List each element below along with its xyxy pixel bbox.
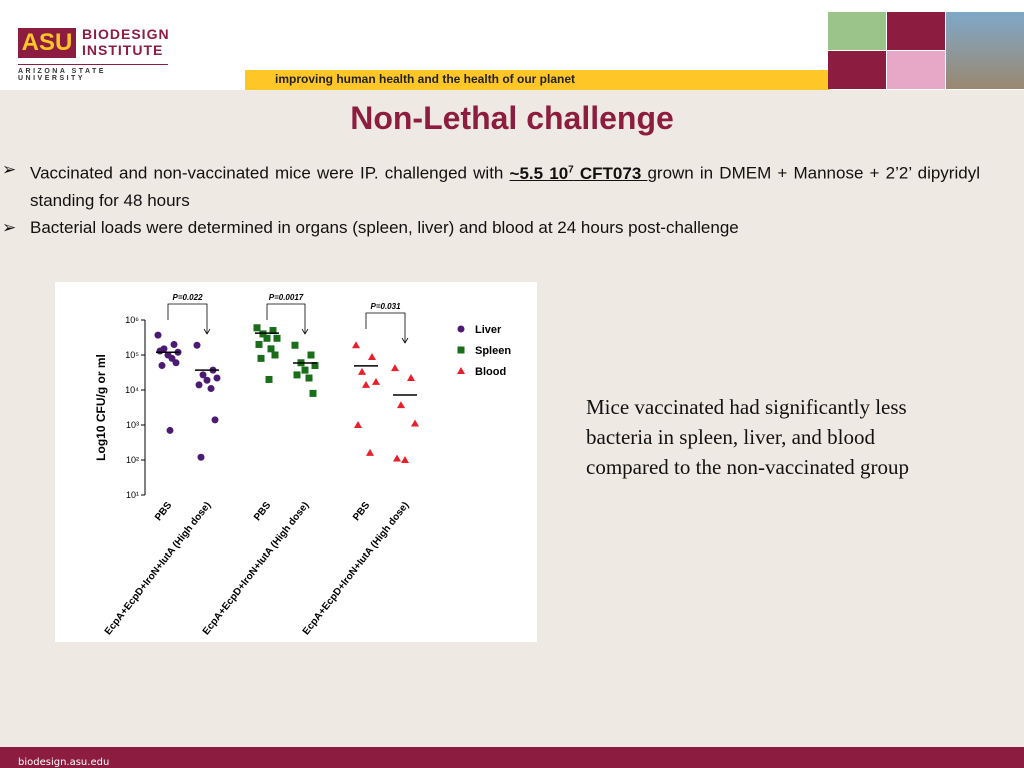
legend-label: Spleen bbox=[475, 345, 511, 357]
data-point bbox=[273, 334, 281, 342]
data-point bbox=[401, 456, 409, 463]
data-point bbox=[457, 367, 465, 374]
logo: ASU bbox=[18, 28, 76, 58]
y-axis-label: Log10 CFU/g or ml bbox=[94, 354, 108, 461]
data-point bbox=[411, 419, 419, 427]
legend-label: Liver bbox=[475, 324, 502, 336]
data-point bbox=[211, 416, 219, 424]
bullet: Bacterial loads were determined in organ… bbox=[0, 214, 980, 241]
data-point bbox=[253, 324, 261, 332]
data-point bbox=[291, 341, 299, 349]
data-point bbox=[207, 385, 215, 393]
arrow-head bbox=[401, 337, 409, 344]
header: ASU BIODESIGN INSTITUTE ARIZONA STATE UN… bbox=[0, 0, 1024, 90]
data-point bbox=[170, 340, 178, 348]
data-point bbox=[309, 389, 317, 397]
text: grown in DMEM + Mannose + 2’2’ dipyridyl… bbox=[30, 163, 980, 210]
tagline-bar bbox=[245, 70, 830, 90]
data-point bbox=[407, 374, 415, 382]
data-point bbox=[263, 334, 271, 342]
data-point bbox=[362, 380, 370, 388]
text: CFT073 bbox=[573, 163, 648, 183]
x-tick-label: PBS bbox=[252, 500, 274, 523]
university: ARIZONA STATE UNIVERSITY bbox=[18, 64, 168, 82]
photo bbox=[828, 12, 886, 50]
footer-text: biodesign.asu.edu bbox=[18, 757, 110, 768]
tagline: improving human health and the health of… bbox=[275, 72, 576, 86]
bracket bbox=[266, 303, 306, 334]
bullets: Vaccinated and non-vaccinated mice were … bbox=[0, 156, 980, 241]
title: Non-Lethal challenge bbox=[350, 100, 674, 136]
data-point bbox=[393, 454, 401, 462]
data-point bbox=[203, 376, 211, 384]
footer: biodesign.asu.edu bbox=[0, 747, 1024, 768]
data-point bbox=[158, 362, 166, 370]
data-point bbox=[311, 362, 319, 370]
data-point bbox=[269, 327, 277, 335]
data-point bbox=[368, 352, 376, 360]
y-tick-label: 10⁵ bbox=[125, 350, 139, 360]
text: ~5.5 10 bbox=[509, 163, 569, 183]
p-value: P=0.031 bbox=[370, 302, 401, 311]
data-point bbox=[265, 375, 273, 383]
data-point bbox=[358, 367, 366, 375]
data-point bbox=[372, 377, 380, 385]
data-point bbox=[257, 354, 265, 362]
data-point bbox=[199, 371, 207, 379]
arrow-head bbox=[203, 328, 211, 335]
data-point bbox=[172, 359, 180, 367]
photo bbox=[828, 51, 886, 89]
data-point bbox=[193, 341, 201, 349]
data-point bbox=[352, 341, 360, 349]
p-value: P=0.022 bbox=[172, 293, 203, 302]
photo bbox=[946, 12, 1024, 89]
bracket bbox=[365, 312, 406, 343]
text: 7 bbox=[568, 164, 574, 175]
institute-name: INSTITUTE bbox=[82, 42, 164, 58]
data-point bbox=[366, 448, 374, 456]
photo bbox=[887, 12, 945, 50]
data-point bbox=[457, 346, 465, 354]
data-point bbox=[267, 345, 275, 353]
y-tick-label: 10³ bbox=[126, 420, 139, 430]
data-point bbox=[156, 347, 164, 355]
data-point bbox=[166, 426, 174, 434]
data-point bbox=[213, 374, 221, 382]
bullet: Vaccinated and non-vaccinated mice were … bbox=[0, 156, 980, 214]
caption: Mice vaccinated had significantly less b… bbox=[586, 395, 910, 479]
data-point bbox=[307, 351, 315, 359]
data-point bbox=[391, 364, 399, 372]
arrow-head bbox=[301, 328, 309, 335]
data-point bbox=[301, 366, 309, 374]
photo bbox=[887, 51, 945, 89]
dose: ~5.5 107 CFT073 bbox=[510, 164, 648, 183]
data-point bbox=[197, 453, 205, 461]
legend-label: Blood bbox=[475, 366, 506, 378]
institute-name: BIODESIGN bbox=[82, 26, 170, 42]
text: Bacterial loads were determined in organ… bbox=[30, 217, 739, 237]
data-point bbox=[195, 381, 203, 389]
x-tick-label: PBS bbox=[351, 500, 373, 523]
text: Vaccinated and non-vaccinated mice were … bbox=[30, 163, 510, 183]
y-tick-label: 10² bbox=[126, 455, 139, 465]
data-point bbox=[305, 374, 313, 382]
data-point bbox=[255, 340, 263, 348]
data-point bbox=[271, 351, 279, 359]
data-point bbox=[154, 331, 162, 339]
y-tick-label: 10⁴ bbox=[125, 385, 139, 395]
data-point bbox=[397, 401, 405, 409]
y-tick-label: 10⁶ bbox=[125, 315, 139, 325]
x-tick-label: PBS bbox=[153, 500, 175, 523]
data-point bbox=[354, 421, 362, 428]
p-value: P=0.0017 bbox=[269, 293, 304, 302]
y-tick-label: 10¹ bbox=[126, 490, 139, 500]
bracket bbox=[167, 303, 208, 334]
data-point bbox=[457, 325, 465, 333]
data-point bbox=[293, 371, 301, 379]
